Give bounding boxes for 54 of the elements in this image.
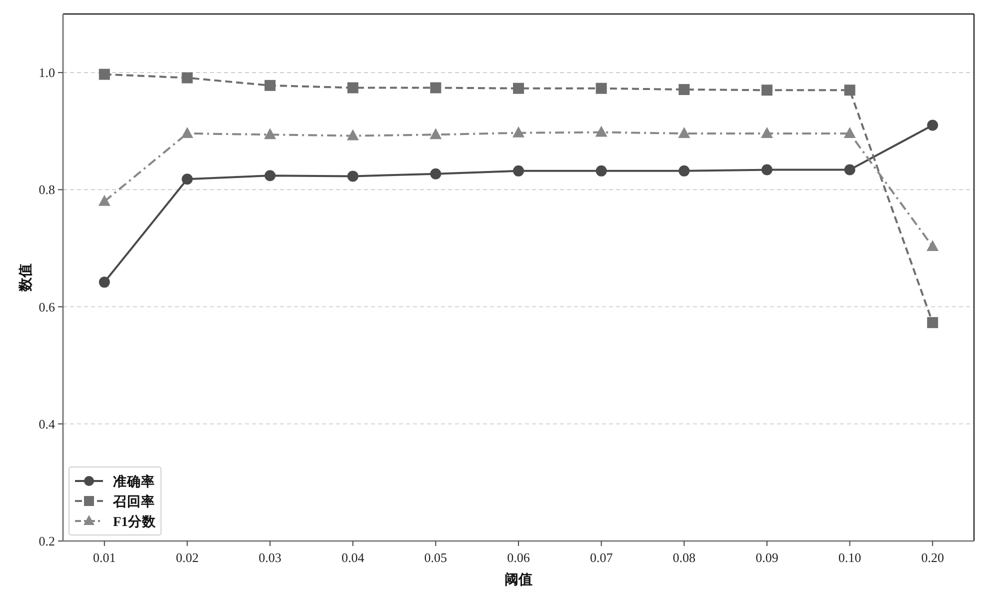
point xyxy=(182,72,193,84)
point xyxy=(927,317,938,328)
point xyxy=(264,128,276,140)
point xyxy=(512,126,524,138)
y-tick-label: 0.2 xyxy=(38,534,55,548)
point xyxy=(347,170,358,182)
y-axis-title: 数值 xyxy=(18,264,34,292)
point xyxy=(264,170,276,182)
point xyxy=(513,165,524,176)
point xyxy=(596,82,607,94)
legend-label: 召回率 xyxy=(112,493,155,509)
x-tick-label: 0.06 xyxy=(507,550,530,565)
x-tick-label: 0.02 xyxy=(176,550,199,565)
point xyxy=(181,126,194,138)
y-tick-label: 0.6 xyxy=(38,299,56,314)
y-tick-label: 0.4 xyxy=(38,416,56,432)
legend-label: F1分数 xyxy=(113,514,157,529)
point xyxy=(98,276,110,288)
point xyxy=(761,164,772,176)
x-tick-label: 0.09 xyxy=(756,550,778,565)
point xyxy=(926,240,939,251)
point xyxy=(513,82,524,94)
point xyxy=(678,165,690,176)
point xyxy=(761,84,772,96)
point xyxy=(98,194,110,206)
x-tick-label: 0.01 xyxy=(93,550,116,565)
point xyxy=(430,168,442,180)
point xyxy=(595,126,608,137)
point xyxy=(98,68,110,80)
point xyxy=(844,84,856,96)
point xyxy=(678,126,690,138)
x-tick-label: 0.08 xyxy=(672,550,696,565)
point xyxy=(264,80,276,91)
point xyxy=(430,82,442,94)
point xyxy=(844,164,856,176)
legend-label: 准确率 xyxy=(113,473,155,489)
x-tick-label: 0.10 xyxy=(838,550,862,565)
point xyxy=(430,128,442,140)
point xyxy=(347,82,358,94)
x-tick-label: 0.07 xyxy=(590,550,614,565)
x-tick-label: 0.03 xyxy=(258,550,282,565)
point xyxy=(346,129,359,140)
point xyxy=(760,126,773,138)
y-tick-label: 0.8 xyxy=(38,182,55,198)
point xyxy=(927,120,938,131)
x-tick-label: 0.04 xyxy=(341,550,365,565)
x-tick-label: 0.05 xyxy=(424,550,448,565)
y-tick-label: 1.0 xyxy=(38,65,55,80)
point xyxy=(596,165,607,176)
x-tick-label: 0.20 xyxy=(921,550,944,565)
point xyxy=(182,174,193,185)
x-axis-title: 阈值 xyxy=(504,572,532,588)
point xyxy=(844,126,856,138)
point xyxy=(678,84,690,96)
